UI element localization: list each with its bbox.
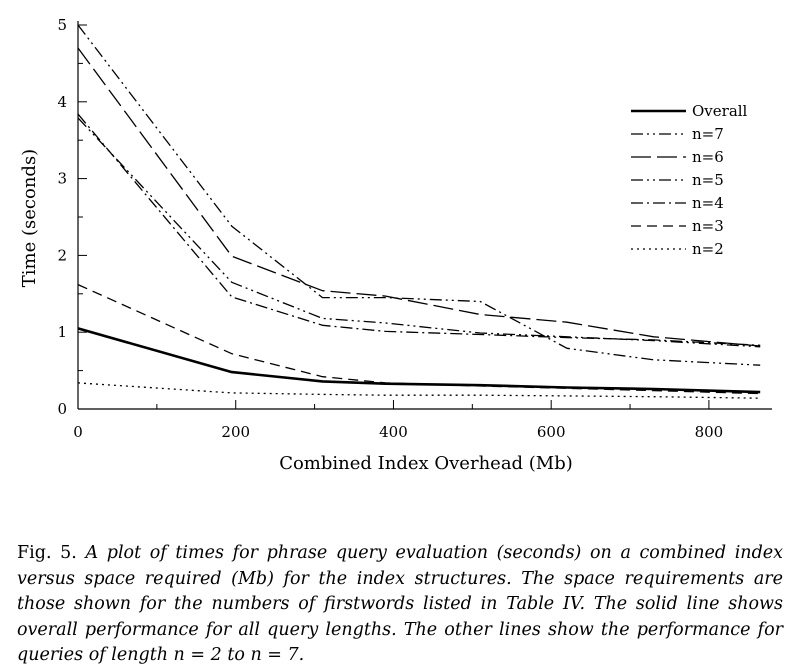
figure-label: Fig. 5.: [17, 543, 77, 563]
series-line-n-3: [77, 284, 761, 395]
legend-label-n-6: n=6: [692, 148, 724, 166]
x-tick-label: 600: [537, 423, 566, 441]
series-line-n-6: [77, 47, 761, 347]
legend-label-n-2: n=2: [692, 240, 724, 258]
figure-caption: Fig. 5. A plot of times for phrase query…: [17, 541, 783, 669]
legend: Overall n=7 n=6 n=5 n=4 n=3 n=2: [631, 102, 748, 258]
legend-label-n-5: n=5: [692, 171, 724, 189]
series-line-n-7: [77, 24, 761, 366]
y-tick-label: 3: [57, 170, 67, 188]
line-chart: 0 200 400 600 800 0 1 2 3 4 5 Overall n=7 n=6 n=5 n=4 n…: [19, 16, 772, 474]
legend-label-n-4: n=4: [692, 194, 724, 212]
legend-label-n-7: n=7: [692, 125, 724, 143]
series-line-n-4: [77, 113, 761, 346]
y-tick-label: 4: [57, 93, 67, 111]
x-tick-label: 200: [221, 423, 250, 441]
legend-label-n-3: n=3: [692, 217, 724, 235]
x-tick-label: 400: [379, 423, 408, 441]
caption-text: A plot of times for phrase query evaluat…: [17, 543, 783, 665]
y-tick-label: 1: [57, 323, 67, 341]
x-axis-title: Combined Index Overhead (Mb): [279, 453, 573, 474]
series-line-n-2: [77, 382, 761, 399]
y-tick-label: 0: [57, 400, 67, 418]
y-axis-title: Time (seconds): [19, 149, 40, 287]
x-tick-label: 0: [73, 423, 83, 441]
series-line-n-5: [77, 117, 761, 348]
y-tick-label: 5: [57, 16, 67, 34]
y-tick-label: 2: [57, 246, 67, 264]
legend-label-overall: Overall: [692, 102, 748, 120]
plot-axes: 0 200 400 600 800 0 1 2 3 4 5: [57, 16, 772, 441]
series-lines: [77, 24, 761, 399]
x-tick-label: 800: [695, 423, 724, 441]
